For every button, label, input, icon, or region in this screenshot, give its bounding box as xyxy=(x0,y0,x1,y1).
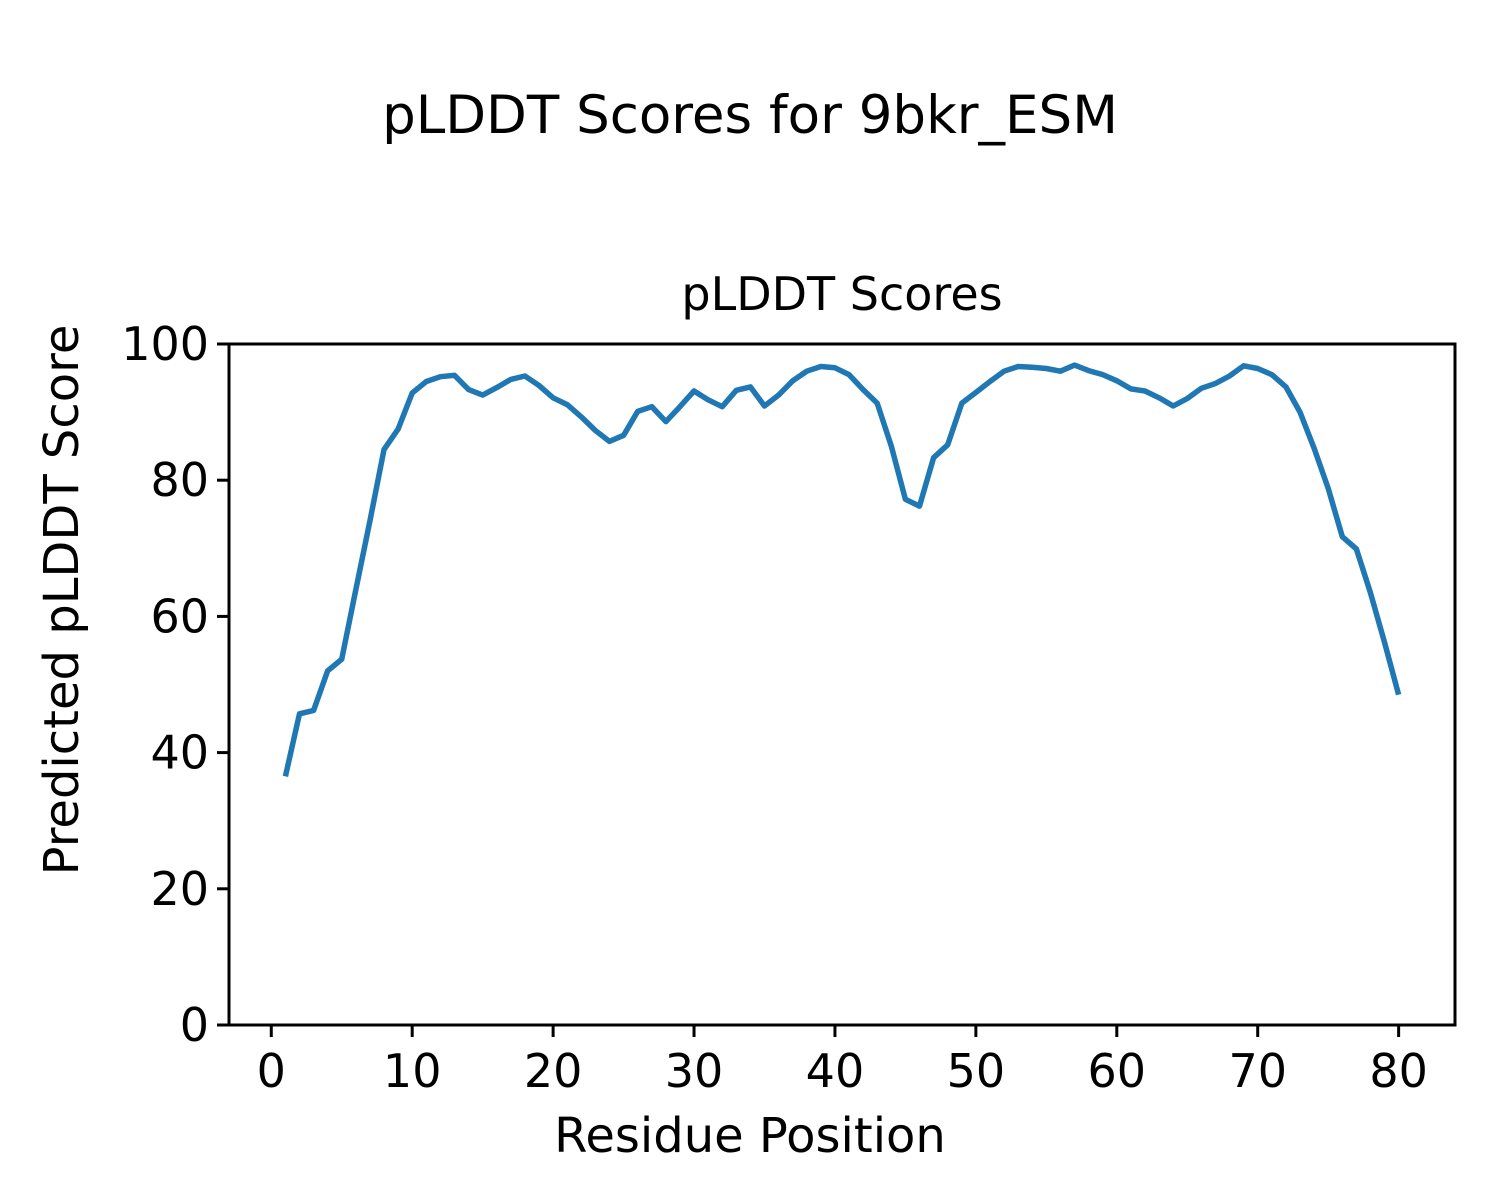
y-ticklabel: 60 xyxy=(150,589,209,643)
x-ticklabel: 70 xyxy=(1228,1044,1287,1098)
y-axis-label: Predicted pLDDT Score xyxy=(34,325,90,876)
x-ticklabel: 80 xyxy=(1369,1044,1428,1098)
plddt-line xyxy=(282,362,1402,778)
x-ticklabel: 10 xyxy=(383,1044,442,1098)
y-ticklabel: 100 xyxy=(121,317,209,371)
x-axis-ticklabels: 0 10 20 30 40 50 60 70 80 xyxy=(257,1044,1428,1098)
y-ticklabel: 0 xyxy=(180,998,209,1052)
x-axis-label: Residue Position xyxy=(554,1108,946,1164)
x-ticklabel: 20 xyxy=(524,1044,583,1098)
x-ticklabel: 40 xyxy=(806,1044,865,1098)
x-ticklabel: 30 xyxy=(665,1044,724,1098)
y-ticklabel: 80 xyxy=(150,453,209,507)
x-ticklabel: 60 xyxy=(1088,1044,1147,1098)
axes-title: pLDDT Scores xyxy=(681,267,1002,321)
plot-border xyxy=(227,342,1457,1027)
x-ticklabel: 0 xyxy=(257,1044,286,1098)
y-axis-ticks xyxy=(217,342,229,1027)
y-ticklabel: 40 xyxy=(150,726,209,780)
y-ticklabel: 20 xyxy=(150,862,209,916)
y-axis-ticklabels: 0 20 40 60 80 100 xyxy=(121,317,209,1052)
figure-suptitle: pLDDT Scores for 9bkr_ESM xyxy=(382,85,1118,146)
x-axis-ticks xyxy=(269,1025,1401,1037)
x-ticklabel: 50 xyxy=(947,1044,1006,1098)
